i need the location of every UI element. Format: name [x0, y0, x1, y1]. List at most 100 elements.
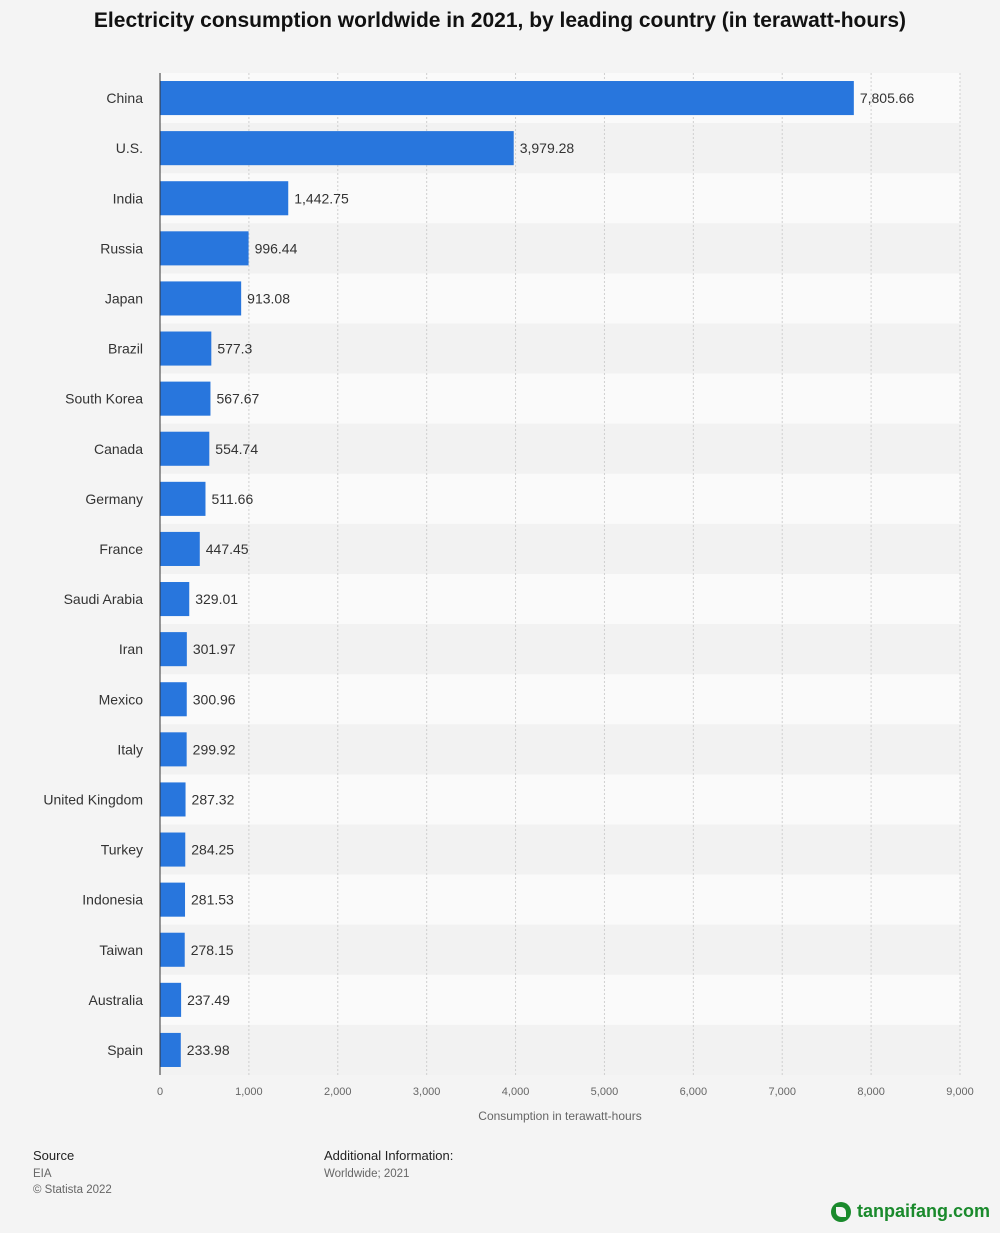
value-label: 284.25	[191, 842, 234, 858]
bar	[160, 531, 200, 566]
x-tick-label: 1,000	[235, 1086, 263, 1098]
category-label: Russia	[100, 240, 143, 256]
row-band	[160, 1024, 960, 1075]
row-band	[160, 924, 960, 975]
value-label: 511.66	[211, 491, 253, 507]
category-label: Australia	[89, 992, 144, 1008]
row-band	[160, 523, 960, 574]
bar	[160, 782, 186, 817]
bar	[160, 682, 187, 717]
value-label: 300.96	[193, 691, 236, 707]
value-label: 329.01	[195, 591, 238, 607]
value-label: 7,805.66	[860, 90, 915, 106]
leaf-logo-icon	[830, 1201, 851, 1222]
watermark-text: tanpaifang.com	[856, 1201, 990, 1221]
chart-title: Electricity consumption worldwide in 202…	[93, 9, 907, 32]
category-label: Germany	[85, 491, 143, 507]
category-label: Mexico	[99, 691, 144, 707]
value-label: 301.97	[193, 641, 236, 657]
bar	[160, 131, 514, 166]
category-label: Japan	[105, 290, 143, 306]
row-band	[160, 323, 960, 374]
value-label: 913.08	[247, 290, 290, 306]
category-label: United Kingdom	[43, 791, 143, 807]
row-band	[160, 974, 960, 1025]
bar	[160, 181, 289, 216]
row-band	[160, 423, 960, 474]
x-tick-label: 5,000	[591, 1086, 619, 1098]
bar	[160, 281, 242, 316]
x-tick-label: 7,000	[768, 1086, 796, 1098]
bar	[160, 632, 187, 667]
value-labels: 7,805.66 3,979.28 1,442.75 996.44 913.08 577.…	[187, 90, 915, 1058]
bars	[160, 81, 854, 1067]
category-label: Brazil	[108, 341, 143, 357]
value-label: 278.15	[191, 942, 234, 958]
category-label: China	[106, 90, 143, 106]
x-tick-label: 8,000	[857, 1086, 885, 1098]
value-label: 299.92	[193, 741, 236, 757]
value-label: 567.67	[216, 391, 259, 407]
value-label: 237.49	[187, 992, 230, 1008]
row-band	[160, 624, 960, 675]
value-label: 233.98	[187, 1042, 230, 1058]
bar	[160, 932, 185, 967]
category-label: Indonesia	[82, 892, 143, 908]
category-label: India	[113, 190, 144, 206]
bar	[160, 982, 182, 1017]
category-label: Iran	[119, 641, 143, 657]
value-label: 3,979.28	[520, 140, 575, 156]
value-label: 554.74	[215, 441, 258, 457]
x-tick-label: 2,000	[324, 1086, 352, 1098]
footer-source: Source EIA © Statista 2022	[33, 1148, 112, 1198]
row-band	[160, 674, 960, 725]
bar-chart: 7,805.66 3,979.28 1,442.75 996.44 913.08 577.…	[43, 73, 974, 1123]
row-band	[160, 173, 960, 224]
x-tick-label: 3,000	[413, 1086, 441, 1098]
bar	[160, 1032, 181, 1067]
bar	[160, 481, 206, 516]
row-band	[160, 774, 960, 825]
category-label: Taiwan	[99, 942, 143, 958]
category-label: South Korea	[65, 391, 143, 407]
value-label: 281.53	[191, 892, 234, 908]
x-tick-label: 4,000	[502, 1086, 530, 1098]
category-labels: China U.S. India Russia Japan Brazil South Kor…	[43, 90, 143, 1058]
row-bands	[160, 73, 960, 1075]
source-line: EIA	[33, 1168, 52, 1180]
bar	[160, 431, 210, 466]
bar	[160, 331, 212, 366]
bar	[160, 882, 186, 917]
value-label: 287.32	[192, 791, 235, 807]
watermark: tanpaifang.com	[830, 1201, 990, 1222]
info-line: Worldwide; 2021	[324, 1168, 410, 1180]
info-heading: Additional Information:	[324, 1148, 454, 1163]
category-label: Spain	[107, 1042, 143, 1058]
bar	[160, 582, 190, 617]
category-label: Canada	[94, 441, 143, 457]
value-label: 577.3	[217, 341, 252, 357]
value-label: 1,442.75	[294, 190, 349, 206]
x-axis-title: Consumption in terawatt-hours	[478, 1109, 641, 1123]
row-band	[160, 574, 960, 625]
category-label: Italy	[117, 741, 143, 757]
bar	[160, 231, 249, 266]
category-label: Turkey	[101, 842, 143, 858]
row-band	[160, 223, 960, 274]
row-band	[160, 373, 960, 424]
row-band	[160, 724, 960, 775]
x-tick-label: 9,000	[946, 1086, 974, 1098]
value-label: 996.44	[255, 240, 298, 256]
category-label: U.S.	[116, 140, 143, 156]
tick-labels: 0 1,000 2,000 3,000 4,000 5,000 6,000 7,000 8,00…	[157, 1086, 974, 1098]
bar	[160, 381, 211, 416]
row-band	[160, 473, 960, 524]
copyright-line: © Statista 2022	[33, 1184, 112, 1196]
x-tick-label: 6,000	[680, 1086, 708, 1098]
value-label: 447.45	[206, 541, 249, 557]
bar	[160, 832, 186, 867]
bar	[160, 81, 854, 116]
row-band	[160, 824, 960, 875]
footer-additional-info: Additional Information: Worldwide; 2021	[324, 1148, 453, 1182]
grid-lines	[248, 73, 961, 1075]
